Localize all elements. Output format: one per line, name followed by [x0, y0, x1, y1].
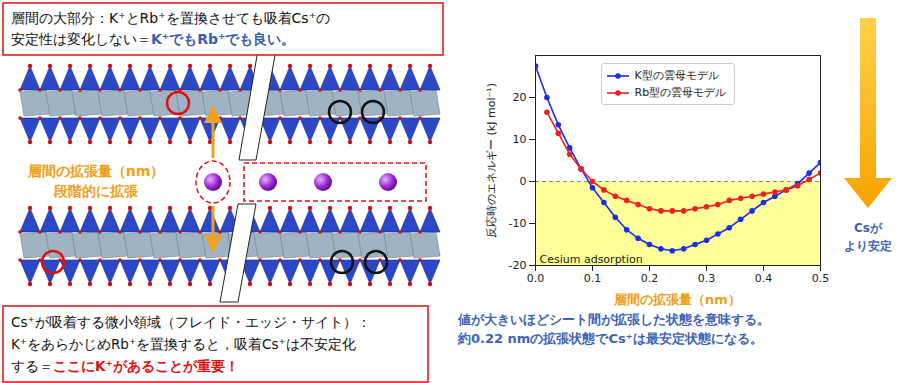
html-text:層間の拡張量（nm）: 層間の拡張量（nm） [614, 292, 741, 307]
svg-text:段階的に拡張: 段階的に拡張 [53, 183, 139, 199]
html-text:K型の雲母モデル: K型の雲母モデル [634, 69, 719, 82]
svg-text:0.3: 0.3 [698, 272, 716, 285]
svg-text:安定性は変化しない＝K⁺でもRb⁺でも良い。: 安定性は変化しない＝K⁺でもRb⁺でも良い。 [11, 31, 295, 47]
svg-text:Cs⁺が吸着する微小領域（フレイド・エッジ・サイト）：: Cs⁺が吸着する微小領域（フレイド・エッジ・サイト）： [11, 314, 371, 330]
svg-text:層間の大部分：K⁺とRb⁺を置換させても吸着Cs⁺の: 層間の大部分：K⁺とRb⁺を置換させても吸着Cs⁺の [11, 10, 330, 26]
html-text:約0.22 nmの拡張状態でCs⁺は最安定状態になる。: 約0.22 nmの拡張状態でCs⁺は最安定状態になる。 [458, 331, 763, 346]
svg-text:反応時のエネルギー (kJ mol⁻¹): 反応時のエネルギー (kJ mol⁻¹) [485, 83, 498, 238]
svg-text:-20: -20 [509, 259, 527, 272]
svg-text:Csが: Csが [854, 221, 883, 235]
html-text:Rb型の雲母モデル: Rb型の雲母モデル [634, 86, 727, 99]
svg-text:より安定: より安定 [844, 239, 892, 253]
svg-text:0.1: 0.1 [584, 272, 602, 285]
svg-text:0.4: 0.4 [755, 272, 773, 285]
svg-text:K⁺をあらかじめRb⁺を置換すると，吸着Cs⁺は不安定化: K⁺をあらかじめRb⁺を置換すると，吸着Cs⁺は不安定化 [11, 336, 356, 352]
svg-text:0.0: 0.0 [527, 272, 545, 285]
svg-text:0.2: 0.2 [641, 272, 659, 285]
svg-text:20: 20 [513, 91, 527, 104]
svg-text:10: 10 [513, 133, 527, 146]
svg-text:する＝ここにK⁺があることが重要！: する＝ここにK⁺があることが重要！ [11, 358, 239, 374]
html-text:値が大きいほどシート間が拡張した状態を意味する。: 値が大きいほどシート間が拡張した状態を意味する。 [458, 312, 770, 327]
svg-text:0: 0 [520, 175, 527, 188]
svg-text:Cesium adsorption: Cesium adsorption [540, 253, 643, 266]
svg-text:層間の拡張量（nm）: 層間の拡張量（nm） [27, 163, 165, 179]
svg-text:-10: -10 [509, 217, 527, 230]
svg-text:0.5: 0.5 [812, 272, 830, 285]
